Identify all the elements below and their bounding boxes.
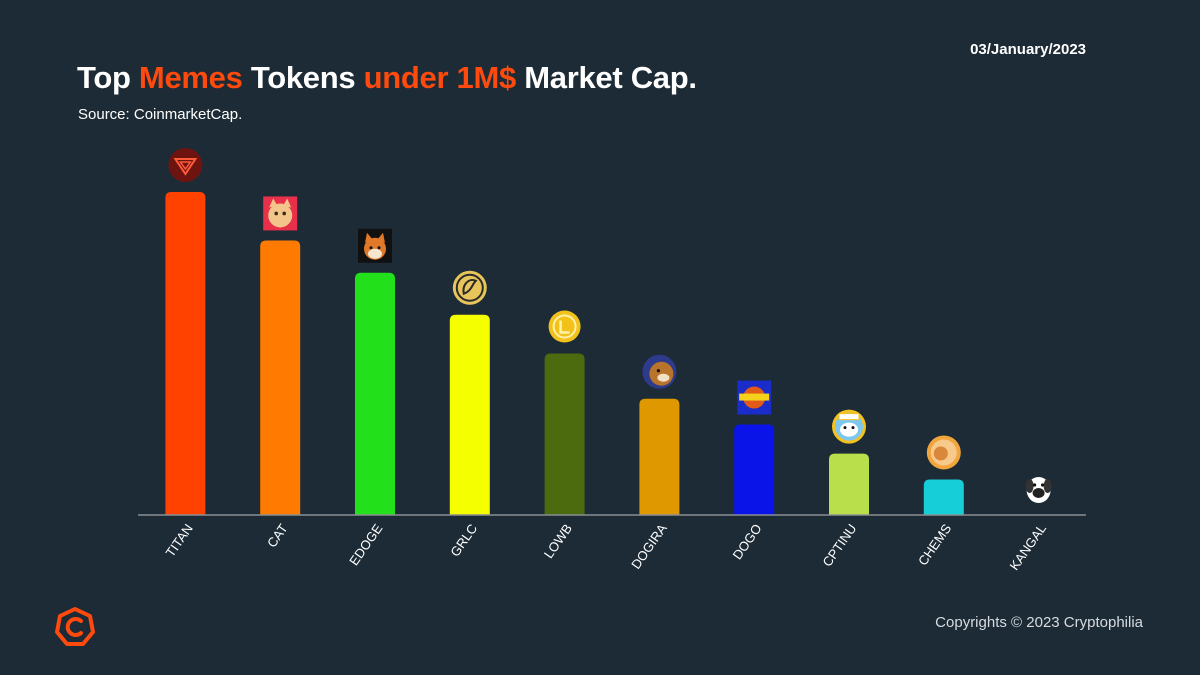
bar-dogira — [639, 398, 680, 515]
lowb-token-icon — [548, 310, 581, 343]
chart-title: Top Memes Tokens under 1M$ Market Cap. — [77, 60, 697, 96]
bar-cat — [260, 240, 301, 515]
x-tick-label: GRLC — [447, 521, 480, 559]
x-tick-label: EDOGE — [346, 521, 385, 568]
title-part: Tokens — [242, 60, 364, 95]
bar-chems — [923, 479, 964, 515]
title-part: Top — [77, 60, 139, 95]
dogira-token-icon — [642, 354, 677, 389]
x-tick-label: DOGIRA — [628, 521, 670, 572]
bar-grlc — [449, 314, 490, 515]
bar-cptinu — [829, 453, 869, 515]
source-note: Source: CoinmarketCap. — [78, 106, 243, 123]
chems-token-icon — [926, 435, 961, 470]
cptinu-token-icon — [832, 409, 866, 444]
title-part-highlight: Memes — [138, 60, 243, 95]
title-part-highlight: under 1M$ — [363, 60, 517, 95]
cat-token-icon — [263, 196, 298, 231]
x-tick-label: KANGAL — [1007, 521, 1050, 573]
x-tick-label: CAT — [264, 521, 291, 550]
grlc-token-icon — [452, 270, 487, 305]
title-part: Market Cap. — [515, 60, 697, 95]
cryptophilia-logo-icon — [55, 607, 95, 652]
edoge-token-icon — [358, 228, 392, 263]
bar-edoge — [355, 272, 395, 515]
x-tick-label: TITAN — [163, 521, 196, 560]
titan-token-icon — [168, 148, 203, 182]
bar-lowb — [544, 353, 585, 515]
date-label: 03/January/2023 — [970, 41, 1086, 58]
copyright-text: Copyrights © 2023 Cryptophilia — [935, 614, 1143, 631]
kangal-token-icon — [1025, 477, 1052, 503]
bar-dogo — [734, 424, 775, 515]
x-tick-label: DOGO — [730, 521, 765, 562]
x-tick-label: CPTINU — [819, 521, 859, 569]
x-tick-label: CHEMS — [915, 521, 954, 568]
dogo-token-icon — [737, 380, 772, 415]
bar-titan — [165, 192, 206, 515]
x-tick-label: LOWB — [541, 521, 575, 561]
